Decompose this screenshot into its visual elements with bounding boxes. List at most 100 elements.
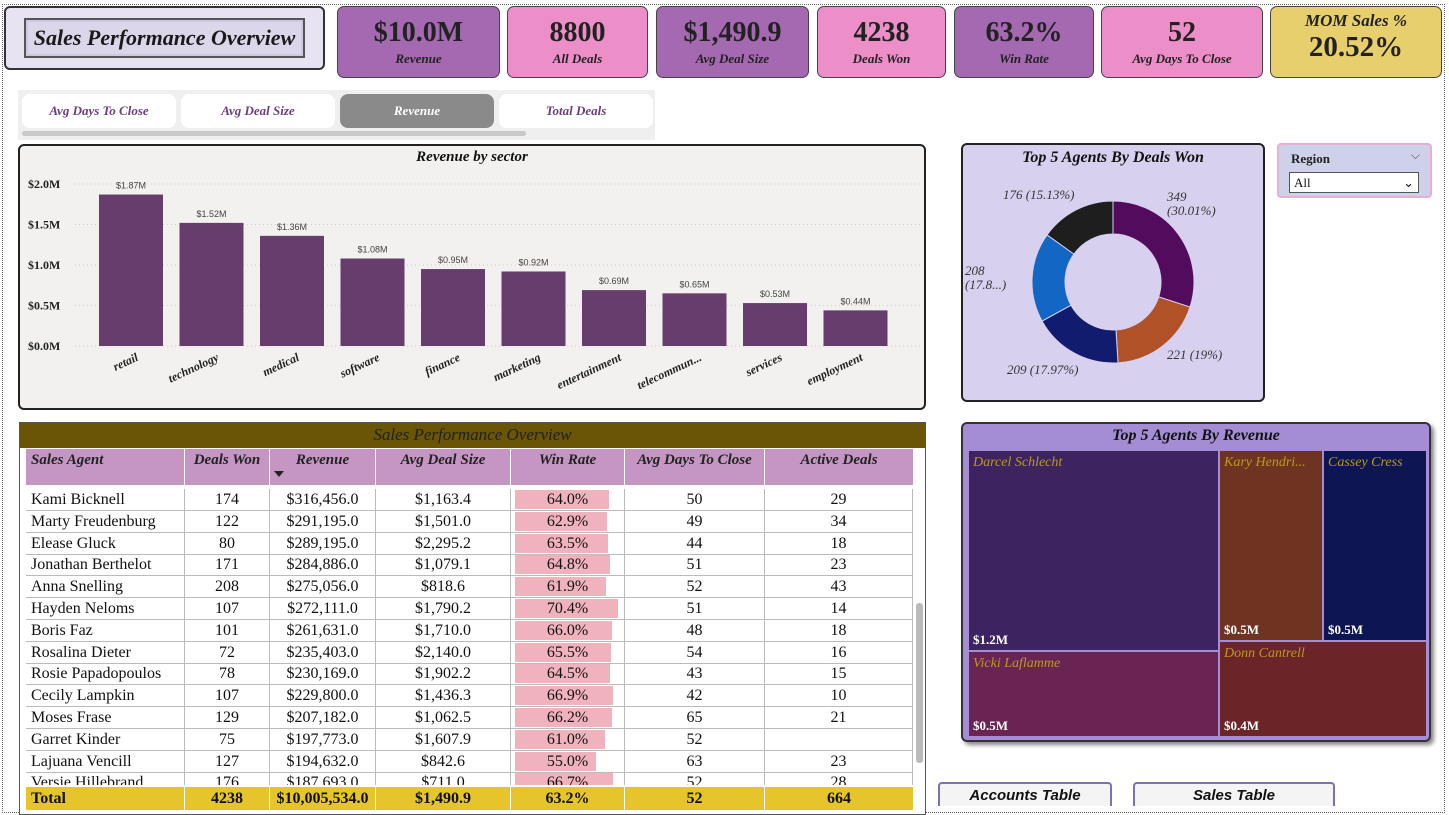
data-label: $0.65M: [679, 279, 709, 289]
donut-slice[interactable]: [1112, 200, 1195, 308]
table-title: Sales Performance Overview: [20, 423, 925, 448]
cell-text: Rosalina Dieter: [31, 643, 131, 661]
treemap-tile[interactable]: Darcel Schlecht $1.2M: [967, 449, 1220, 652]
cell-text: $187,693.0: [286, 774, 359, 785]
table-row[interactable]: Anna Snelling 208 $275,056.0 $818.6 61.9% 52 4…: [26, 576, 913, 599]
table-row[interactable]: Rosalina Dieter 72 $235,403.0 $2,140.0 65.5%…: [26, 641, 913, 664]
bar-employment[interactable]: [823, 310, 888, 346]
column-header-revenue[interactable]: Revenue: [270, 449, 376, 485]
cell-won: 174: [185, 489, 270, 510]
cell-agent: Garret Kinder: [26, 728, 185, 750]
column-header-deals-won[interactable]: Deals Won: [185, 449, 270, 485]
accounts-table-button[interactable]: Accounts Table: [938, 782, 1112, 806]
kpi-value: 52: [1168, 17, 1196, 48]
tab-avg-deal-size[interactable]: Avg Deal Size: [181, 94, 335, 128]
cell-text: 18: [830, 621, 847, 639]
table-row[interactable]: Lajuana Vencill 127 $194,632.0 $842.6 55.0% 6…: [26, 750, 913, 773]
cell-avg: $1,710.0: [376, 619, 511, 641]
kpi-label: MOM Sales %: [1304, 11, 1407, 30]
treemap-tile[interactable]: Vicki Laflamme $0.5M: [967, 650, 1220, 738]
bar-entertainment[interactable]: [582, 290, 646, 346]
cell-text: 129: [215, 709, 239, 726]
table-scrollbar[interactable]: [916, 603, 923, 763]
tile-agent-name: Cassey Cress: [1328, 455, 1403, 470]
cell-avg: $1,436.3: [376, 685, 511, 707]
cell-text: Hayden Neloms: [31, 600, 135, 617]
chevron-down-icon[interactable]: ⌵: [1410, 148, 1420, 162]
treemap-tile[interactable]: Kary Hendri... $0.5M: [1218, 449, 1324, 642]
cell-revenue: $316,456.0: [270, 489, 376, 510]
cell-text: 64.0%: [546, 491, 589, 508]
table-row[interactable]: Garret Kinder 75 $197,773.0 $1,607.9 61.0% 52: [26, 728, 913, 751]
treemap-tile[interactable]: Donn Cantrell $0.4M: [1218, 640, 1428, 738]
total-label: Total: [26, 787, 185, 810]
sales-table-button[interactable]: Sales Table: [1133, 782, 1335, 806]
data-label: $0.53M: [760, 289, 790, 299]
cell-win: 61.9%: [511, 576, 625, 598]
bar-telecommun[interactable]: [662, 293, 727, 346]
table-row[interactable]: Jonathan Berthelot 171 $284,886.0 $1,079.1 6…: [26, 554, 913, 577]
cell-text: $1,079.1: [415, 556, 471, 574]
bar-chart-svg: $0.0M $0.5M $1.0M $1.5M $2.0M $1.87M retail $1.…: [28, 177, 920, 392]
region-dropdown[interactable]: All ⌄: [1289, 172, 1419, 193]
cell-avg: $1,062.5: [376, 707, 511, 728]
data-label: $1.52M: [196, 209, 226, 219]
table-row[interactable]: Kami Bicknell 174 $316,456.0 $1,163.4 64.0% 5…: [26, 489, 913, 511]
cell-active: 15: [765, 663, 913, 685]
cell-avg: $2,140.0: [376, 641, 511, 663]
table-row[interactable]: Boris Faz 101 $261,631.0 $1,710.0 66.0% 48 18: [26, 619, 913, 642]
cell-text: 127: [215, 752, 239, 770]
cell-text: 23: [830, 556, 847, 574]
cell-text: 14: [830, 600, 847, 617]
tile-value: $0.5M: [973, 718, 1009, 733]
revenue-header-label: Revenue: [295, 452, 350, 468]
donut-slice[interactable]: [1046, 200, 1114, 255]
tabs-scrollbar[interactable]: [22, 131, 526, 136]
cell-text: 107: [215, 600, 239, 617]
table-row[interactable]: Versie Hillebrand 176 $187,693.0 $711.0 66.7…: [26, 772, 913, 785]
cell-text: $1,436.3: [415, 687, 471, 705]
cell-won: 129: [185, 707, 270, 728]
column-header-win-rate[interactable]: Win Rate: [511, 449, 625, 485]
bar-services[interactable]: [743, 303, 807, 346]
cell-text: 61.0%: [546, 730, 589, 748]
table-row[interactable]: Elease Gluck 80 $289,195.0 $2,295.2 63.5% 44 1…: [26, 532, 913, 555]
cell-text: 50: [686, 491, 703, 508]
table-row[interactable]: Rosie Papadopoulos 78 $230,169.0 $1,902.2 64…: [26, 663, 913, 686]
cell-text: 65: [686, 709, 703, 726]
table-row[interactable]: Moses Frase 129 $207,182.0 $1,062.5 66.2% 65 2…: [26, 707, 913, 729]
column-header-avg-days-to-close[interactable]: Avg Days To Close: [625, 449, 765, 485]
cell-text: 64.8%: [546, 556, 589, 574]
bar-retail[interactable]: [99, 194, 163, 346]
cell-win: 65.5%: [511, 641, 625, 663]
column-header-sales-agent[interactable]: Sales Agent: [26, 449, 185, 485]
table-row[interactable]: Hayden Neloms 107 $272,111.0 $1,790.2 70.4% 5…: [26, 598, 913, 620]
bar-finance[interactable]: [421, 269, 485, 346]
column-header-avg-deal-size[interactable]: Avg Deal Size: [376, 449, 511, 485]
kpi-value: 20.52%: [1308, 31, 1404, 63]
column-header-active-deals[interactable]: Active Deals: [800, 452, 878, 468]
data-label: $1.36M: [277, 222, 307, 232]
cell-won: 107: [185, 685, 270, 707]
table-row[interactable]: Marty Freudenburg 122 $291,195.0 $1,501.0 62…: [26, 510, 913, 533]
tile-agent-name: Kary Hendri...: [1224, 455, 1306, 470]
cell-text: 16: [830, 643, 847, 661]
treemap-tile[interactable]: Cassey Cress $0.5M: [1322, 449, 1428, 642]
cell-text: $229,800.0: [286, 687, 359, 705]
metric-tabs: Avg Days To Close Avg Deal Size Revenue …: [18, 90, 655, 140]
cell-agent: Lajuana Vencill: [26, 750, 185, 772]
tab-avg-days-to-close[interactable]: Avg Days To Close: [22, 94, 176, 128]
kpi-label: All Deals: [552, 51, 603, 66]
cell-active: 21: [765, 707, 913, 728]
bar-software[interactable]: [340, 258, 405, 346]
cell-text: 49: [686, 512, 703, 530]
tab-total-deals[interactable]: Total Deals: [499, 94, 653, 128]
table-row[interactable]: Cecily Lampkin 107 $229,800.0 $1,436.3 66.9%…: [26, 685, 913, 708]
cell-agent: Rosie Papadopoulos: [26, 663, 185, 685]
cell-revenue: $284,886.0: [270, 554, 376, 576]
bar-marketing[interactable]: [501, 271, 566, 346]
bar-technology[interactable]: [179, 222, 244, 346]
bar-medical[interactable]: [260, 235, 324, 346]
tab-revenue[interactable]: Revenue: [340, 94, 494, 128]
cell-revenue: $291,195.0: [270, 510, 376, 532]
